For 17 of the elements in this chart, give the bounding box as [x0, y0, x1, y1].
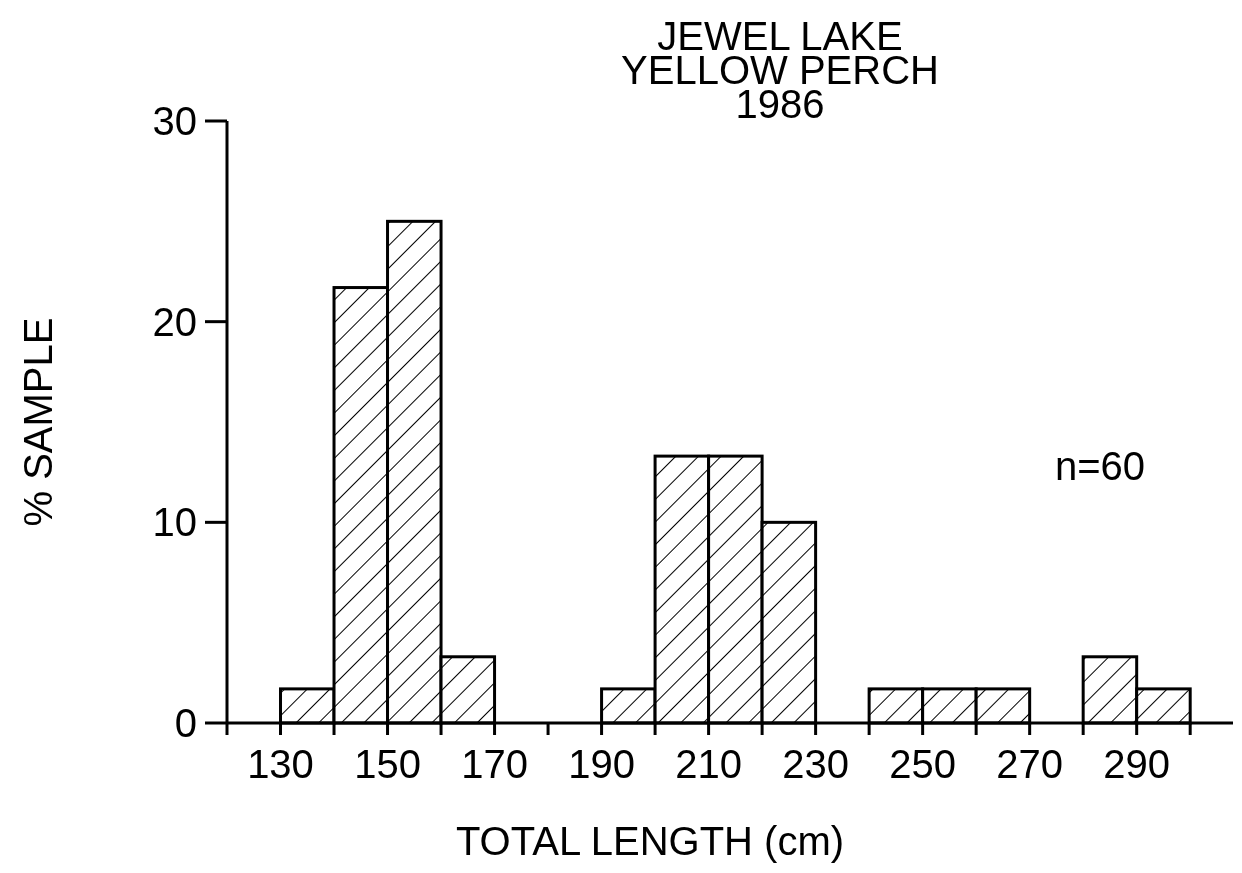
y-tick-label: 20 — [152, 299, 197, 344]
x-tick-label: 210 — [675, 742, 742, 786]
y-tick-label: 10 — [152, 500, 197, 545]
x-tick-label: 170 — [461, 742, 528, 786]
x-tick-label: 190 — [568, 742, 635, 786]
y-axis-title: % SAMPLE — [16, 317, 60, 527]
annotation: n=60 — [1054, 444, 1146, 488]
y-tick-label: 0 — [174, 701, 197, 745]
x-tick-label: 250 — [889, 742, 957, 786]
x-tick-label: 150 — [354, 742, 421, 786]
x-tick-label: 130 — [247, 742, 314, 786]
chart-title: JEWEL LAKE YELLOW PERCH 1986 — [621, 14, 939, 126]
x-tick-label: 270 — [996, 742, 1064, 786]
x-tick-label: 230 — [782, 742, 849, 786]
x-tick-label: 290 — [1103, 742, 1171, 786]
x-axis-title: TOTAL LENGTH (cm) — [455, 819, 845, 863]
y-tick-label: 30 — [152, 99, 197, 143]
